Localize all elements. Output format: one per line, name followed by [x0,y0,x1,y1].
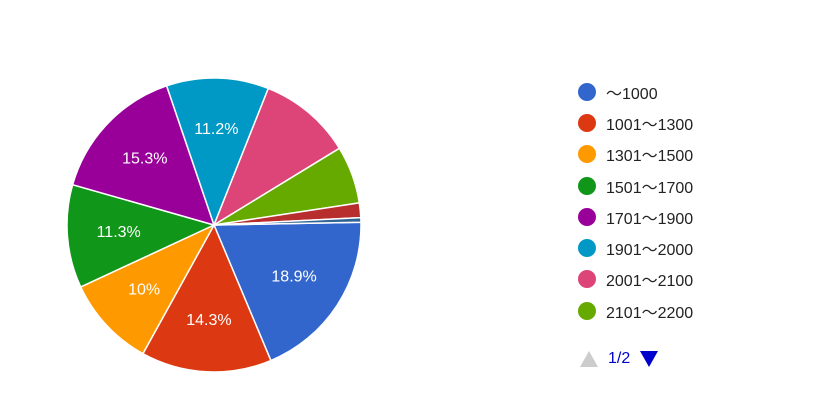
slice-data-label: 11.3% [97,224,141,241]
pie-slice[interactable] [212,221,362,362]
legend-label: 1301〜1500 [606,148,694,166]
pie-slice[interactable] [66,183,217,288]
pie-slice[interactable] [141,223,272,373]
legend-label: 1501〜1700 [606,179,694,197]
legend-swatch [578,176,596,195]
legend-swatch [578,239,596,258]
pie-slice[interactable] [213,216,362,226]
slice-data-label: 14.3% [186,312,231,329]
legend-label: 1001〜1300 [606,116,694,134]
legend-item[interactable]: 1001〜1300 [578,107,693,138]
pie-labels: 18.9% 14.3% 10% 11.3% 15.3% 11.2% [97,121,317,329]
legend-label: 1901〜2000 [606,242,694,260]
pie-slice[interactable] [79,223,216,355]
legend-label: 〜1000 [606,85,658,103]
pie-slice[interactable] [212,87,341,227]
legend-swatch [578,301,596,320]
legend: 〜1000 1001〜1300 1301〜1500 1501〜1700 1701… [578,76,693,326]
legend-swatch [578,113,596,132]
legend-item[interactable]: 1701〜1900 [578,201,693,232]
legend-swatch [578,82,596,101]
legend-swatch [578,270,596,289]
slice-data-label: 15.3% [122,151,167,168]
legend-pager: 1/2 [580,350,659,368]
legend-item[interactable]: 1901〜2000 [578,232,693,263]
pie-slices [66,77,362,373]
pie-slice[interactable] [71,84,216,227]
legend-label: 1701〜1900 [606,210,694,228]
page-indicator: 1/2 [608,350,631,367]
previous-page-arrow-icon[interactable] [580,351,598,367]
next-page-arrow-icon[interactable] [640,351,659,367]
slice-data-label: 18.9% [271,269,316,286]
legend-item[interactable]: 2101〜2200 [578,295,693,326]
legend-item[interactable]: 〜1000 [578,76,693,107]
legend-label: 2101〜2200 [606,304,694,322]
slice-data-label: 11.2% [194,121,238,138]
legend-item[interactable]: 1501〜1700 [578,170,693,201]
legend-swatch [578,145,596,164]
pie-slice[interactable] [165,77,270,228]
slice-data-label: 10% [128,282,160,299]
legend-item[interactable]: 2001〜2100 [578,264,693,295]
legend-swatch [578,207,596,226]
legend-item[interactable]: 1301〜1500 [578,139,693,170]
legend-label: 2001〜2100 [606,273,694,291]
